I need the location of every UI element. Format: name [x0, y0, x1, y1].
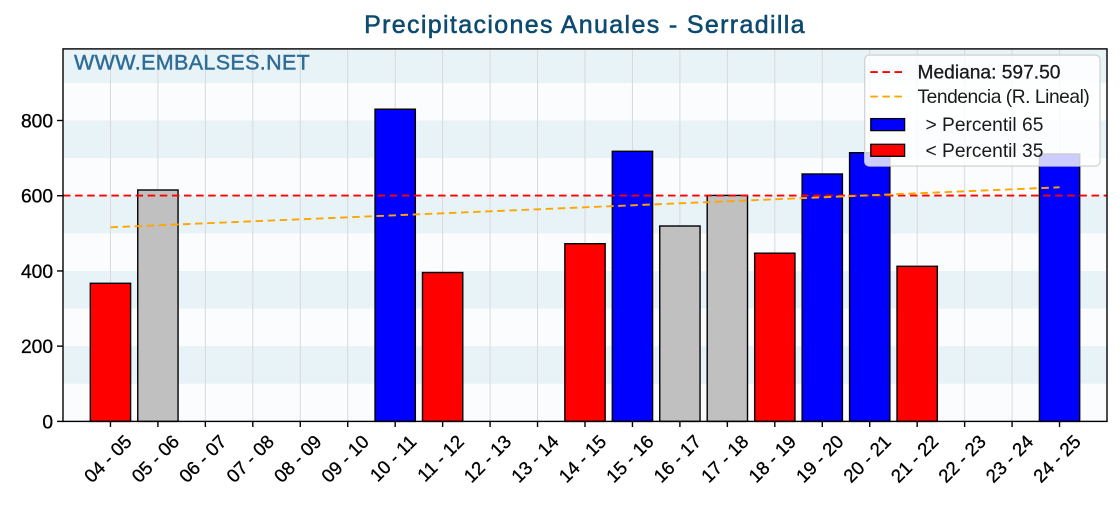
- svg-text:< Percentil 35: < Percentil 35: [926, 141, 1044, 162]
- svg-text:Mediana: 597.50: Mediana: 597.50: [918, 63, 1061, 84]
- svg-text:600: 600: [21, 187, 53, 208]
- svg-text:> Percentil 65: > Percentil 65: [926, 115, 1044, 136]
- svg-text:800: 800: [21, 111, 53, 132]
- svg-text:400: 400: [21, 262, 53, 283]
- svg-text:Tendencia (R. Lineal): Tendencia (R. Lineal): [918, 87, 1090, 108]
- svg-text:Precipitaciones Anuales - Serr: Precipitaciones Anuales - Serradilla: [364, 11, 806, 39]
- svg-text:0: 0: [42, 412, 53, 433]
- svg-text:WWW.EMBALSES.NET: WWW.EMBALSES.NET: [74, 50, 310, 74]
- svg-text:200: 200: [21, 337, 53, 358]
